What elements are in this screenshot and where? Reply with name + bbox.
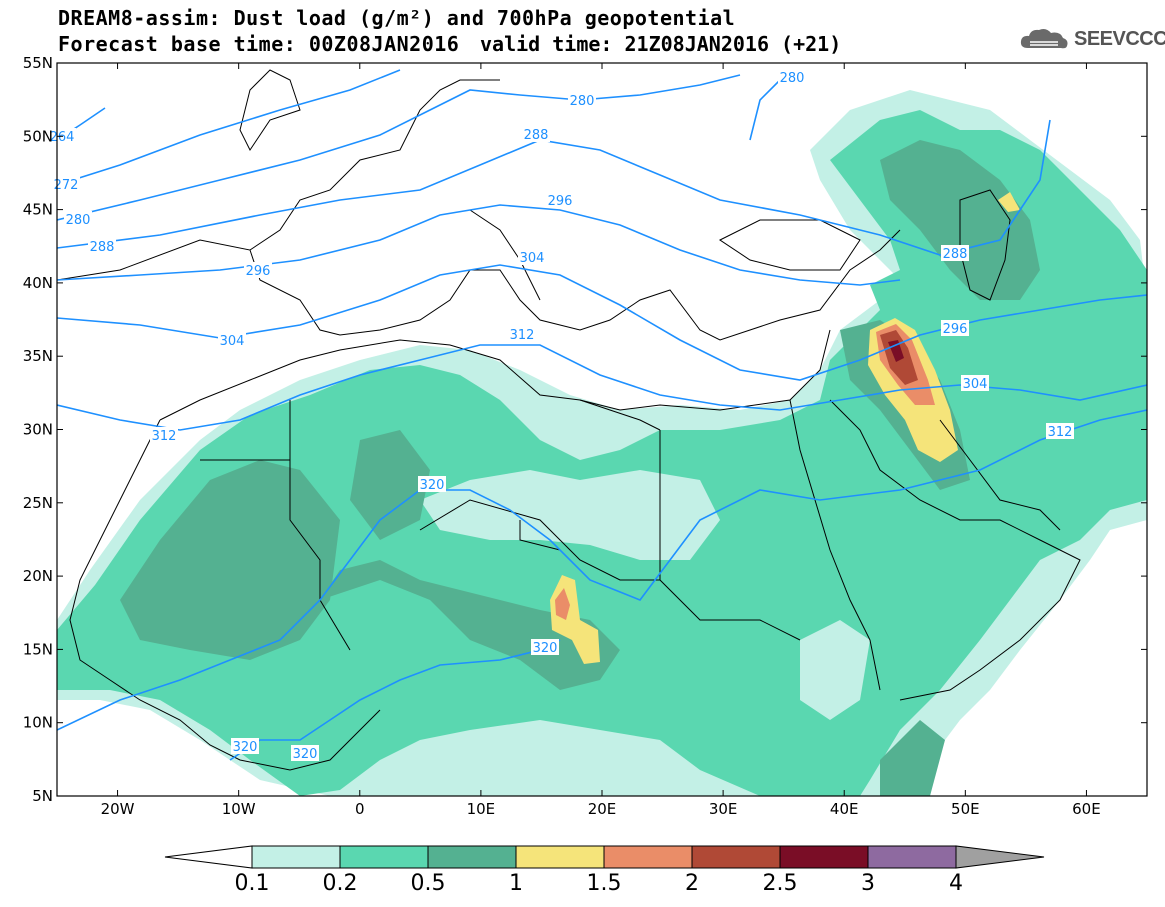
dust-clear-patch (420, 470, 720, 560)
lat-tick-label: 5N (32, 787, 53, 805)
cloud-icon (1020, 29, 1068, 49)
contour-label: 320 (533, 641, 558, 656)
valid-time: valid time: 21Z08JAN2016 (+21) (480, 32, 842, 56)
colorbar-label: 0.5 (411, 871, 446, 896)
contour-label: 280 (780, 71, 805, 86)
colorbar-over-arrow (955, 845, 1045, 869)
contour-label: 312 (510, 328, 535, 343)
lat-tick-label: 20N (23, 567, 53, 585)
lat-tick-label: 55N (23, 54, 53, 72)
dust-field (57, 90, 1147, 796)
lon-tick-label: 40E (830, 800, 859, 818)
lon-tick-label: 30E (709, 800, 738, 818)
contour-labels: 280 280 280 288 288 288 296 296 296 304 304 304 312 3… (48, 69, 1074, 762)
colorbar-under-arrow (164, 845, 253, 869)
contour-label-bg (508, 326, 536, 342)
lat-tick-label: 10N (23, 714, 53, 732)
contour-label: 288 (943, 247, 968, 262)
map-title: DREAM8-assim: Dust load (g/m²) and 700hP… (58, 6, 736, 30)
longitude-axis: 20W 10W 0 10E 20E 30E 40E 50E 60E (101, 63, 1101, 818)
lat-tick-label: 50N (23, 127, 53, 145)
contour-label-bg (518, 249, 546, 265)
contour-label-bg (546, 192, 574, 208)
contour-label: 304 (220, 334, 245, 349)
contour-label: 296 (548, 194, 573, 209)
colorbar-label: 3 (861, 871, 875, 896)
contour-label: 296 (246, 264, 271, 279)
contour-label: 264 (50, 130, 75, 145)
contour-label-bg (1046, 423, 1074, 439)
contour-label-bg (941, 320, 969, 336)
contour-label: 312 (1048, 425, 1073, 440)
colorbar-label: 0.1 (235, 871, 270, 896)
colorbar-label: 4 (949, 871, 963, 896)
contour-label-bg (88, 238, 116, 254)
contour-label: 272 (54, 178, 79, 193)
contour-label-bg (150, 427, 178, 443)
contour-label-bg (291, 745, 319, 761)
colorbar-segment (867, 845, 957, 869)
lon-tick-label: 10E (467, 800, 496, 818)
contour-label-bg (244, 262, 272, 278)
logo-text: SEEVCCC (1074, 27, 1165, 50)
dust-area-medium (57, 110, 1147, 796)
colorbar-segment (603, 845, 693, 869)
contour-label: 320 (233, 740, 258, 755)
lat-tick-label: 25N (23, 494, 53, 512)
lon-tick-label: 10W (222, 800, 256, 818)
logo: SEEVCCC (1018, 26, 1165, 52)
colorbar-segment (779, 845, 869, 869)
colorbar-label: 1.5 (587, 871, 622, 896)
contour-label: 320 (293, 747, 318, 762)
lat-tick-label: 45N (23, 201, 53, 219)
lat-tick-label: 35N (23, 347, 53, 365)
contour-label-bg (522, 126, 550, 142)
contour-label: 280 (66, 213, 91, 228)
colorbar-label: 2.5 (763, 871, 798, 896)
contour-label: 312 (152, 429, 177, 444)
contour-label: 296 (943, 322, 968, 337)
colorbar-label: 1 (509, 871, 523, 896)
colorbar-label: 0.2 (323, 871, 358, 896)
base-time: Forecast base time: 00Z08JAN2016 (58, 32, 460, 56)
contour-label: 304 (963, 377, 988, 392)
contour-label-bg (64, 211, 92, 227)
contour-label-bg (941, 245, 969, 261)
colorbar-segment (339, 845, 429, 869)
contour-label: 304 (520, 251, 545, 266)
colorbar-label: 2 (685, 871, 699, 896)
lon-tick-label: 20E (588, 800, 617, 818)
lat-tick-label: 30N (23, 421, 53, 439)
coastlines (57, 69, 1081, 771)
colorbar-segment (427, 845, 517, 869)
contour-label: 320 (420, 478, 445, 493)
contour-label-bg (961, 375, 989, 391)
contour-label-bg (568, 92, 596, 108)
geopotential-contours (57, 69, 1147, 761)
contour-label: 280 (570, 94, 595, 109)
contour-label-bg (52, 176, 80, 192)
colorbar-segment (251, 845, 341, 869)
colorbar: 0.1 0.2 0.5 1 1.5 2 2.5 3 4 (164, 845, 1045, 896)
lon-tick-label: 20W (101, 800, 135, 818)
lat-tick-label: 15N (23, 640, 53, 658)
contour-label: 288 (524, 128, 549, 143)
contour-label-bg (218, 332, 246, 348)
lon-tick-label: 50E (951, 800, 980, 818)
contour-label: 288 (90, 240, 115, 255)
latitude-axis: 55N 50N 45N 40N 35N 30N 25N 20N 15N 10N 5N (23, 54, 1147, 805)
contour-label-bg (778, 69, 806, 85)
colorbar-segment (691, 845, 781, 869)
contour-label-bg (531, 639, 559, 655)
lon-tick-label: 60E (1072, 800, 1101, 818)
colorbar-segment (515, 845, 605, 869)
dust-area-darkred (888, 340, 904, 362)
contour-label-bg (418, 476, 446, 492)
lon-tick-label: 0 (355, 800, 365, 818)
contour-label-bg (231, 738, 259, 754)
lat-tick-label: 40N (23, 274, 53, 292)
